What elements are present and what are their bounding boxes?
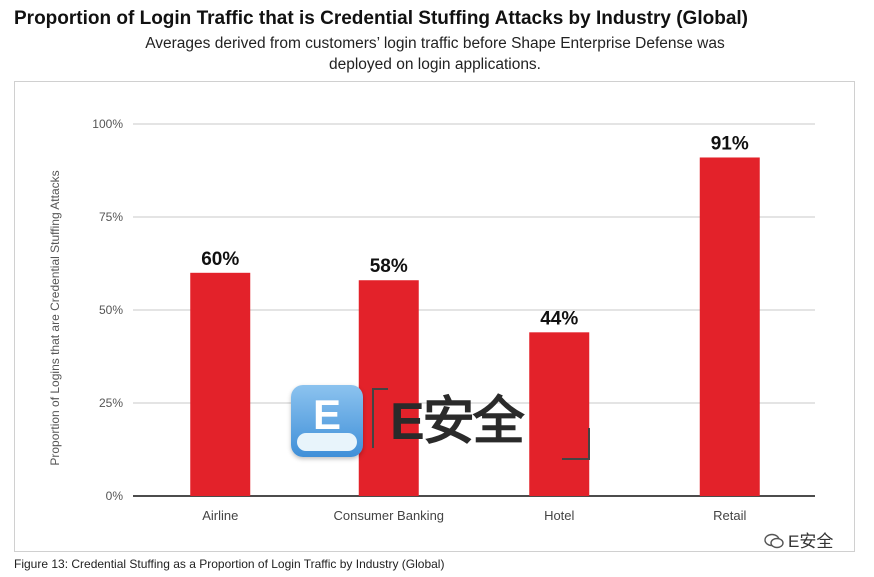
watermark-badge-letter: E xyxy=(312,391,341,438)
bracket-left-icon xyxy=(372,388,388,448)
chart-subtitle: Averages derived from customers’ login t… xyxy=(90,33,780,75)
wechat-icon xyxy=(764,533,784,549)
bar-value-label: 44% xyxy=(540,308,578,329)
x-tick-label: Retail xyxy=(713,508,746,523)
x-tick-label: Consumer Banking xyxy=(333,508,444,523)
y-tick-label: 25% xyxy=(99,396,123,410)
y-tick-label: 100% xyxy=(92,117,123,131)
bar-value-label: 60% xyxy=(201,249,239,270)
bar xyxy=(529,332,590,496)
watermark-logo: E xyxy=(291,385,363,457)
y-axis-label: Proportion of Logins that are Credential… xyxy=(48,170,62,466)
bar xyxy=(699,157,760,497)
x-tick-label: Hotel xyxy=(544,508,574,523)
bar xyxy=(190,272,251,496)
y-tick-label: 50% xyxy=(99,303,123,317)
bar-value-label: 91% xyxy=(711,133,749,154)
bar-value-label: 58% xyxy=(370,256,408,277)
watermark-corner-text: E安全 xyxy=(788,532,834,551)
y-tick-label: 75% xyxy=(99,210,123,224)
bracket-right-icon xyxy=(562,428,590,460)
figure-caption: Figure 13: Credential Stuffing as a Prop… xyxy=(14,557,445,571)
watermark-corner: E安全 xyxy=(764,527,833,552)
cloud-icon xyxy=(297,433,357,451)
subtitle-line-2: deployed on login applications. xyxy=(329,56,541,73)
chart-title: Proportion of Login Traffic that is Cred… xyxy=(14,8,748,29)
bar xyxy=(358,280,419,496)
x-tick-label: Airline xyxy=(202,508,238,523)
subtitle-line-1: Averages derived from customers’ login t… xyxy=(145,35,725,52)
watermark-text: E安全 xyxy=(372,388,592,460)
watermark-center-text: E安全 xyxy=(390,393,525,451)
y-tick-label: 0% xyxy=(106,489,124,503)
